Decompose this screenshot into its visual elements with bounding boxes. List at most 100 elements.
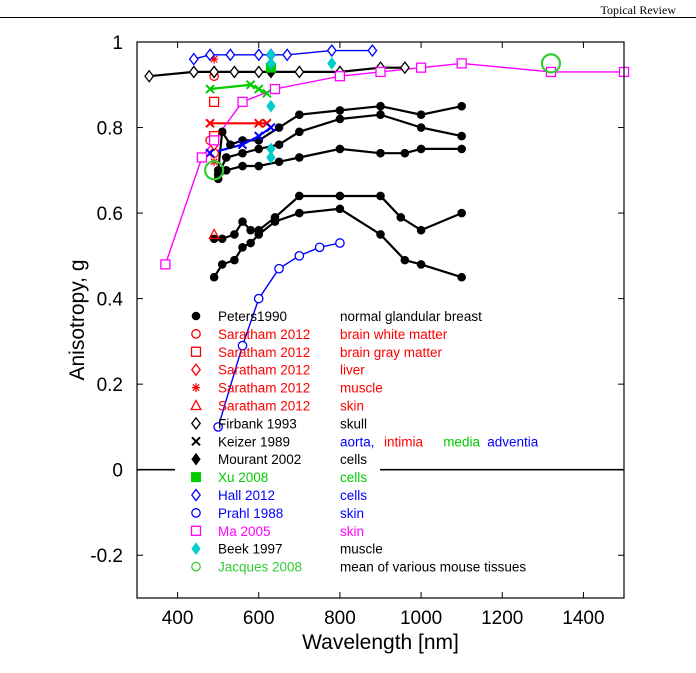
data-point [274,140,284,149]
legend-series-label: muscle [340,381,383,396]
legend-marker [191,436,201,447]
legend-marker [191,329,201,339]
data-point [217,127,227,137]
data-point [253,48,264,62]
data-point [274,123,284,132]
data-point [254,230,264,239]
data-point [237,96,248,108]
data-point [238,217,247,226]
data-point [335,238,345,248]
data-point [246,225,255,235]
data-point [253,65,264,79]
data-point [208,135,220,146]
data-point [229,65,240,79]
legend-marker [190,416,202,430]
x-tick-label: 1200 [481,608,523,629]
data-point [416,144,426,154]
legend-series-sublabel: adventia [487,434,539,449]
y-axis-label: Anisotropy, g [66,259,89,380]
data-point [254,131,264,141]
legend-series-label: skin [340,399,364,414]
legend-series-name: Saratham 2012 [218,399,310,414]
data-point [208,228,220,240]
data-point [335,144,345,154]
x-tick-label: 800 [324,608,356,629]
data-point [237,340,248,351]
data-point [266,151,276,164]
legend-marker [191,452,201,466]
data-point [416,225,426,235]
data-point [314,242,325,253]
data-point [274,263,284,274]
data-point [376,110,385,120]
data-point [254,118,264,128]
legend-series-name: Ma 2005 [218,524,271,539]
legend-marker [191,311,201,321]
journal-section-label: Topical Review [600,3,676,17]
data-point [416,123,426,132]
x-tick-label: 1000 [400,608,442,629]
legend-series-name: Beek 1997 [218,542,283,557]
legend-series-name: Peters1990 [218,309,287,324]
y-tick-label: 1 [112,33,123,54]
data-point [295,191,304,201]
data-point [282,48,293,62]
legend-marker [191,472,201,483]
legend-series-name: Keizer 1989 [218,434,290,449]
data-point [246,238,255,248]
data-point [400,255,410,265]
data-point [396,213,406,222]
x-tick-label: 600 [243,608,275,629]
data-point [217,260,227,269]
data-point [245,80,256,90]
data-point [266,57,276,70]
y-tick-label: 0.2 [97,375,123,396]
data-point [274,157,284,167]
data-point [205,118,215,128]
data-point [540,53,562,74]
data-point [295,208,304,218]
legend-series-label: aorta, [340,434,375,449]
data-point [238,148,247,158]
legend-series-label: cells [340,470,367,485]
series-markers [144,43,630,432]
data-point [376,191,385,201]
legend-series-name: Xu 2008 [218,470,268,485]
data-point [226,140,235,149]
data-point [376,101,385,111]
data-point [335,191,345,201]
data-point [335,114,345,124]
data-point [237,139,248,150]
data-point [230,255,239,265]
data-point [253,293,264,304]
data-point [266,122,276,133]
data-point [254,144,264,154]
data-point [160,259,171,270]
data-point [375,66,386,78]
x-tick-label: 400 [162,608,194,629]
data-point [457,208,466,218]
data-point [416,260,426,269]
data-point [205,48,216,62]
legend-marker [190,363,202,377]
legend-series-name: Jacques 2008 [218,560,302,575]
series-line [217,113,462,176]
legend: Peters1990 normal glandular breast Saratha… [190,309,539,575]
legend-series-name: Saratham 2012 [218,345,310,360]
legend-series-label: brain white matter [340,327,448,342]
plot-frame [136,41,625,599]
legend-series-name: Saratham 2012 [218,363,310,378]
legend-series-sublabel: media [443,434,480,449]
data-point [209,272,219,282]
data-point [196,152,208,163]
data-point [294,250,305,261]
data-point [457,101,466,111]
data-point [415,62,427,73]
legend-series-label: cells [340,452,367,467]
legend-marker [190,346,202,357]
y-tick-label: 0.4 [97,290,124,311]
data-point [188,65,199,79]
series-line [149,66,405,78]
